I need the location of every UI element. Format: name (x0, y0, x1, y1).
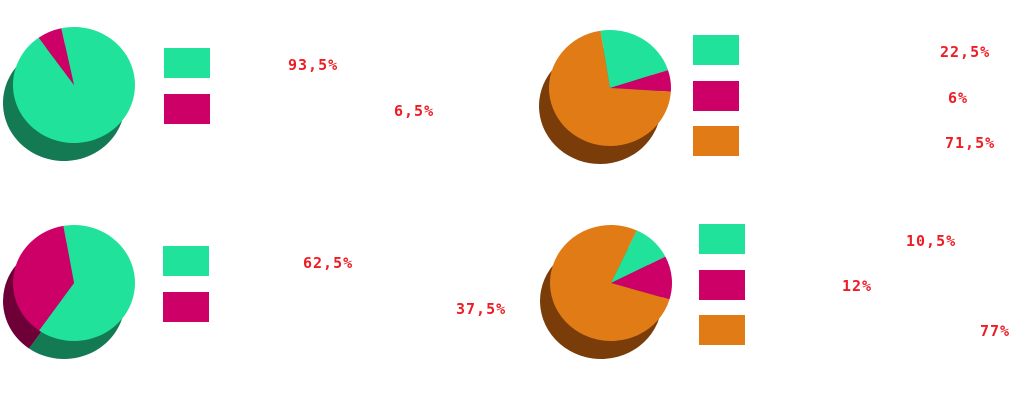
pie-slice[interactable] (39, 224, 135, 341)
legend-swatch (164, 94, 210, 124)
legend-swatch (699, 315, 745, 345)
pie-chart-3: 62,5% 37,5% (2, 224, 506, 359)
legend-swatch (693, 81, 739, 111)
pie-chart-4: 10,5% 12% 77% (540, 224, 1010, 359)
legend-swatch (163, 246, 209, 276)
pie-slice[interactable] (38, 28, 74, 85)
slice-value-label: 93,5% (288, 56, 338, 74)
pie-chart-2: 22,5% 6% 71,5% (539, 29, 995, 164)
slice-value-label: 62,5% (303, 254, 353, 272)
legend-swatch (693, 35, 739, 65)
pie-slice[interactable] (549, 30, 671, 146)
legend-swatch (163, 292, 209, 322)
pie-slice[interactable] (550, 224, 670, 341)
slice-value-label: 6% (948, 89, 968, 107)
pie-slice[interactable] (610, 70, 671, 92)
slice-value-label: 22,5% (940, 43, 990, 61)
pie-slice[interactable] (12, 27, 135, 144)
slice-value-label: 37,5% (456, 300, 506, 318)
slice-value-label: 71,5% (945, 134, 995, 152)
pie-slice[interactable] (611, 256, 673, 300)
slice-value-label: 6,5% (394, 102, 434, 120)
legend-swatch (699, 270, 745, 300)
pie-chart-1: 93,5% 6,5% (2, 27, 434, 162)
slice-value-label: 10,5% (906, 232, 956, 250)
slice-value-label: 77% (980, 322, 1010, 340)
slice-value-label: 12% (842, 277, 872, 295)
legend-swatch (699, 224, 745, 254)
pie-slice[interactable] (12, 225, 74, 331)
pie-slice[interactable] (600, 29, 669, 88)
legend-swatch (164, 48, 210, 78)
legend-swatch (693, 126, 739, 156)
pie-slice[interactable] (611, 230, 666, 283)
